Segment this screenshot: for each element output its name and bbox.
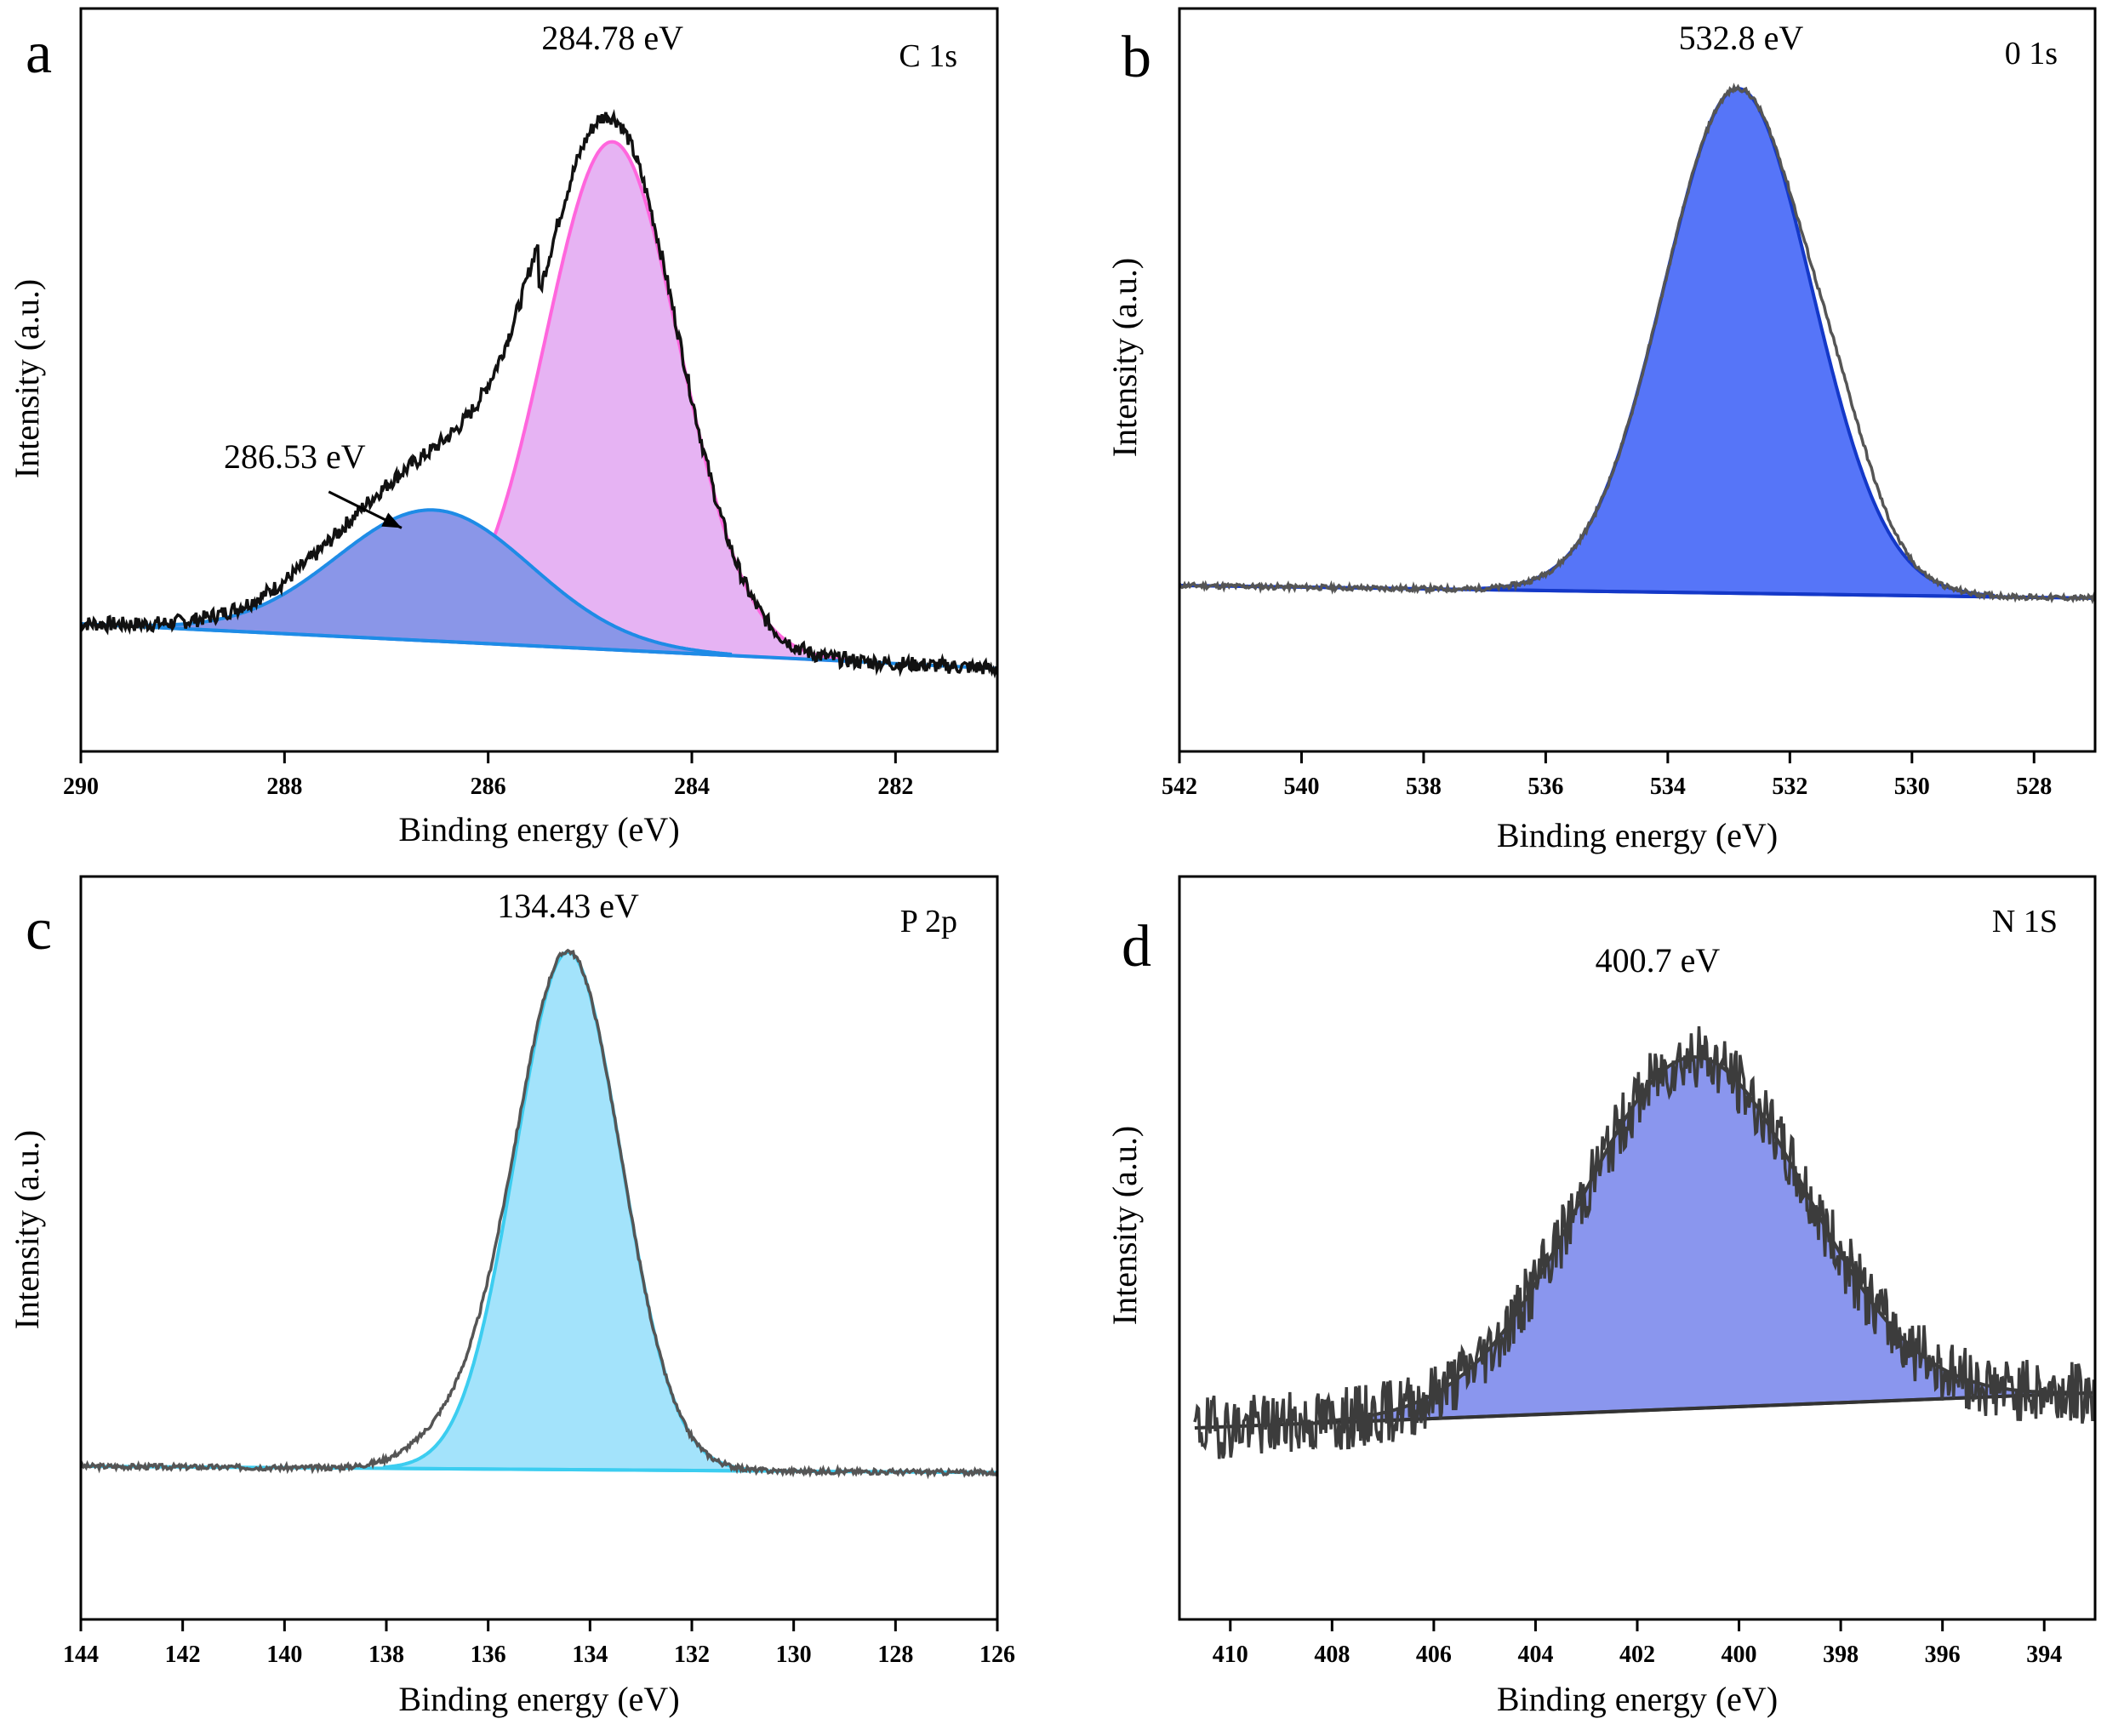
x-tick-label: 396 <box>1925 1642 1961 1668</box>
plot-frame-c <box>79 875 999 1621</box>
peak-annotation: 284.78 eV <box>541 19 683 57</box>
spectrum-label: 0 1s <box>2005 36 2058 71</box>
x-tick-label: 410 <box>1213 1642 1248 1668</box>
x-tick-label: 536 <box>1527 774 1563 800</box>
x-tick-label: 538 <box>1406 774 1442 800</box>
panel-c: 144 142 140 138 136 134 132 130 128 126 Binding en… <box>8 875 1015 1718</box>
x-tick-label: 290 <box>63 774 99 800</box>
x-tick-label: 286 <box>471 774 506 800</box>
annotation-arrowhead <box>381 512 402 528</box>
y-axis-label: Intensity (a.u.) <box>1105 258 1144 457</box>
x-tick-label: 282 <box>877 774 913 800</box>
peak-component-b-1 <box>1481 86 1996 599</box>
raw-spectrum-a <box>81 109 997 679</box>
plot-area <box>1179 83 2095 605</box>
peak-annotation: 532.8 eV <box>1679 19 1804 57</box>
x-tick-label: 288 <box>266 774 302 800</box>
x-tick-label: 530 <box>1894 774 1930 800</box>
x-tick-label: 140 <box>266 1642 302 1668</box>
spectrum-label: P 2p <box>900 904 957 939</box>
spectrum-label: C 1s <box>899 38 957 74</box>
plot-area <box>1193 1026 2095 1459</box>
x-tick-label: 136 <box>471 1642 506 1668</box>
peak-annotation: 400.7 eV <box>1596 941 1721 979</box>
plot-area <box>81 109 997 679</box>
x-tick-label: 534 <box>1650 774 1686 800</box>
spectrum-label: N 1S <box>1992 904 2058 939</box>
panel-letter: b <box>1122 25 1151 90</box>
x-tick-label: 542 <box>1162 774 1197 800</box>
x-tick-label: 400 <box>1722 1642 1757 1668</box>
x-axis-label: Binding energy (eV) <box>1497 816 1778 854</box>
x-tick-label: 130 <box>776 1642 812 1668</box>
background-line-a <box>81 622 997 671</box>
x-tick-label: 532 <box>1772 774 1807 800</box>
x-tick-label: 398 <box>1823 1642 1859 1668</box>
x-tick-label: 144 <box>63 1642 99 1668</box>
x-axis-label: Binding energy (eV) <box>1497 1680 1778 1718</box>
x-tick-label: 528 <box>2016 774 2052 800</box>
x-tick-label: 404 <box>1517 1642 1553 1668</box>
raw-spectrum-b <box>1179 83 2095 605</box>
peak-annotation: 134.43 eV <box>497 887 639 925</box>
x-tick-label: 138 <box>368 1642 404 1668</box>
panel-letter: a <box>26 20 52 86</box>
x-tick-label: 134 <box>572 1642 608 1668</box>
x-tick-label: 394 <box>2026 1642 2062 1668</box>
x-tick-label: 126 <box>979 1642 1015 1668</box>
plot-frame-b <box>1178 7 2097 753</box>
x-tick-label: 132 <box>674 1642 710 1668</box>
plot-frame-a <box>79 7 999 753</box>
x-axis-label: Binding energy (eV) <box>398 1680 679 1718</box>
raw-spectrum-c <box>81 948 997 1480</box>
panel-a: 290 288 286 284 282 Binding energy (eV) Intens… <box>8 7 999 848</box>
x-tick-label: 128 <box>877 1642 913 1668</box>
x-tick-label: 406 <box>1416 1642 1452 1668</box>
x-tick-label: 402 <box>1619 1642 1655 1668</box>
y-axis-label: Intensity (a.u.) <box>1105 1126 1144 1325</box>
x-axis-label: Binding energy (eV) <box>398 810 679 848</box>
panel-d: 410 408 406 404 402 400 398 396 394 Binding energ… <box>1105 875 2097 1718</box>
raw-spectrum-d <box>1193 1026 2095 1459</box>
panel-letter: c <box>26 897 52 962</box>
peak-annotation: 286.53 eV <box>224 437 366 476</box>
x-tick-label: 284 <box>674 774 710 800</box>
x-tick-label: 408 <box>1314 1642 1350 1668</box>
panel-b: 542 540 538 536 534 532 530 528 Binding energy (… <box>1105 7 2097 854</box>
x-tick-label: 540 <box>1283 774 1319 800</box>
peak-component-d-1 <box>1315 1055 2071 1425</box>
peak-component-c-1 <box>382 950 753 1473</box>
x-tick-label: 142 <box>165 1642 201 1668</box>
y-axis-label: Intensity (a.u.) <box>8 279 46 478</box>
plot-area <box>81 948 997 1480</box>
panel-letter: d <box>1122 914 1151 979</box>
y-axis-label: Intensity (a.u.) <box>8 1130 46 1329</box>
